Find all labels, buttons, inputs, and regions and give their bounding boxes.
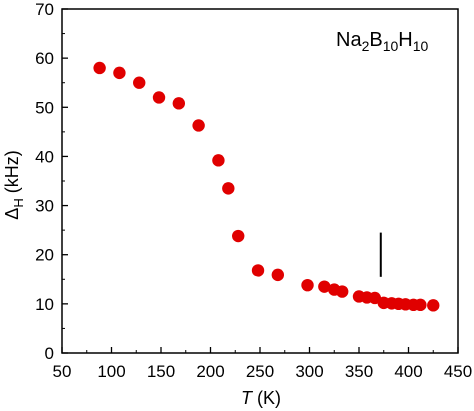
y-tick-label: 70 (35, 0, 54, 19)
x-tick-label: 250 (246, 362, 274, 381)
x-tick-label: 450 (444, 362, 472, 381)
data-point (251, 264, 265, 277)
y-tick-label: 60 (35, 49, 54, 68)
data-point (271, 268, 285, 282)
x-tick-label: 350 (345, 362, 373, 381)
data-point (172, 97, 186, 110)
data-point (335, 285, 349, 298)
compound-label: Na2B10H10 (336, 29, 429, 54)
data-point (301, 278, 314, 292)
data-point (318, 280, 331, 293)
y-axis-title: ΔH (kHz) (2, 150, 26, 219)
data-point (212, 154, 225, 167)
y-tick-label: 50 (35, 98, 54, 117)
x-axis-title: T (K) (241, 388, 281, 408)
x-tick-label: 300 (295, 362, 323, 381)
data-point (152, 91, 166, 104)
data-point (414, 298, 427, 312)
x-tick-label: 100 (97, 362, 125, 381)
y-tick-label: 40 (35, 147, 54, 166)
axis-labels: T (K) ΔH (kHz) (2, 150, 281, 408)
y-tick-label: 30 (35, 197, 54, 216)
data-point (113, 66, 126, 80)
data-points (93, 61, 440, 312)
data-point (133, 76, 146, 89)
data-point (232, 229, 245, 243)
data-point (192, 119, 205, 132)
data-point (93, 61, 106, 75)
data-point (427, 299, 440, 312)
x-tick-label: 400 (394, 362, 422, 381)
y-tick-label: 0 (45, 344, 54, 363)
y-tick-label: 10 (35, 295, 54, 314)
annotations: Na2B10H10 (336, 29, 429, 277)
x-tick-label: 150 (147, 362, 175, 381)
x-tick-label: 50 (53, 362, 72, 381)
y-tick-label: 20 (35, 246, 54, 265)
data-point (222, 182, 235, 195)
x-tick-label: 200 (196, 362, 224, 381)
ticks: 50 100 150 200 250 300 350 400 450 0 10 20 30 40 50 60 7… (35, 0, 472, 381)
